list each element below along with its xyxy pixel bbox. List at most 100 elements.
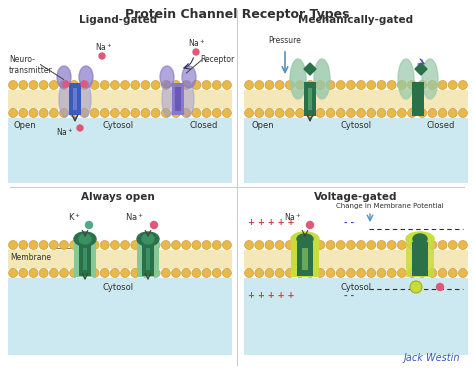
Circle shape (70, 108, 79, 117)
Text: Na$^+$: Na$^+$ (95, 41, 112, 53)
Circle shape (70, 240, 79, 249)
Ellipse shape (137, 232, 159, 246)
Text: + + + + +: + + + + + (248, 218, 294, 227)
Circle shape (172, 81, 181, 90)
Polygon shape (304, 63, 316, 75)
Circle shape (356, 240, 365, 249)
Text: Jack Westin: Jack Westin (403, 353, 460, 363)
Circle shape (306, 268, 315, 278)
Circle shape (316, 268, 325, 278)
Circle shape (60, 240, 69, 249)
Ellipse shape (79, 234, 91, 244)
Circle shape (245, 268, 254, 278)
Circle shape (316, 81, 325, 90)
Circle shape (255, 108, 264, 117)
Bar (416, 247, 424, 271)
Circle shape (9, 268, 18, 278)
Ellipse shape (182, 81, 194, 117)
Circle shape (285, 108, 294, 117)
Circle shape (39, 81, 48, 90)
Ellipse shape (398, 59, 414, 99)
Bar (172, 83, 184, 115)
Circle shape (110, 81, 119, 90)
Bar (79, 242, 91, 276)
Bar (137, 241, 159, 277)
Bar (244, 249, 468, 268)
Bar (69, 83, 81, 115)
Ellipse shape (290, 59, 306, 99)
Text: Always open: Always open (81, 192, 155, 202)
Circle shape (255, 240, 264, 249)
Circle shape (110, 108, 119, 117)
Circle shape (151, 222, 157, 228)
Circle shape (418, 81, 427, 90)
Circle shape (141, 81, 150, 90)
Text: Cytosol: Cytosol (102, 283, 134, 292)
Text: Change in Membrane Potential: Change in Membrane Potential (336, 203, 444, 209)
Text: Closed: Closed (427, 121, 455, 130)
Circle shape (295, 81, 304, 90)
Circle shape (151, 268, 160, 278)
Bar (8, 249, 232, 268)
Circle shape (222, 268, 231, 278)
Text: Open: Open (252, 121, 274, 130)
Text: Na$^+$: Na$^+$ (125, 211, 144, 223)
Circle shape (295, 240, 304, 249)
Circle shape (336, 81, 345, 90)
Circle shape (265, 240, 274, 249)
Circle shape (438, 81, 447, 90)
Circle shape (397, 81, 406, 90)
Circle shape (29, 81, 38, 90)
Text: Membrane: Membrane (10, 252, 51, 261)
Circle shape (131, 108, 140, 117)
Text: + + + + +: + + + + + (248, 291, 294, 300)
Circle shape (306, 81, 315, 90)
Bar (244, 117, 468, 183)
Circle shape (90, 81, 99, 90)
Text: - -: - - (344, 291, 354, 300)
Circle shape (172, 240, 181, 249)
Circle shape (418, 108, 427, 117)
Circle shape (275, 268, 284, 278)
Circle shape (81, 81, 87, 87)
Ellipse shape (74, 232, 96, 246)
Circle shape (387, 240, 396, 249)
Ellipse shape (422, 59, 438, 99)
Ellipse shape (291, 232, 319, 246)
Circle shape (202, 268, 211, 278)
Circle shape (295, 268, 304, 278)
Circle shape (100, 240, 109, 249)
Bar (406, 241, 434, 277)
Circle shape (131, 81, 140, 90)
Circle shape (80, 81, 89, 90)
Circle shape (316, 108, 325, 117)
Circle shape (367, 240, 376, 249)
Circle shape (60, 108, 69, 117)
Bar (83, 248, 87, 270)
Circle shape (120, 81, 129, 90)
Circle shape (110, 268, 119, 278)
Circle shape (265, 268, 274, 278)
Circle shape (285, 240, 294, 249)
Circle shape (212, 240, 221, 249)
Ellipse shape (142, 234, 154, 244)
Circle shape (49, 81, 58, 90)
Circle shape (255, 268, 264, 278)
Circle shape (346, 81, 356, 90)
Circle shape (202, 81, 211, 90)
Circle shape (182, 240, 191, 249)
Circle shape (387, 81, 396, 90)
Circle shape (212, 81, 221, 90)
Text: Cytosol: Cytosol (340, 283, 372, 292)
Text: Receptor: Receptor (200, 55, 234, 64)
Text: Closed: Closed (190, 121, 218, 130)
Circle shape (120, 108, 129, 117)
Circle shape (377, 268, 386, 278)
Circle shape (100, 108, 109, 117)
Circle shape (141, 108, 150, 117)
Circle shape (448, 108, 457, 117)
Circle shape (161, 268, 170, 278)
Text: Mechanically-gated: Mechanically-gated (299, 15, 413, 25)
Circle shape (151, 240, 160, 249)
Circle shape (212, 268, 221, 278)
